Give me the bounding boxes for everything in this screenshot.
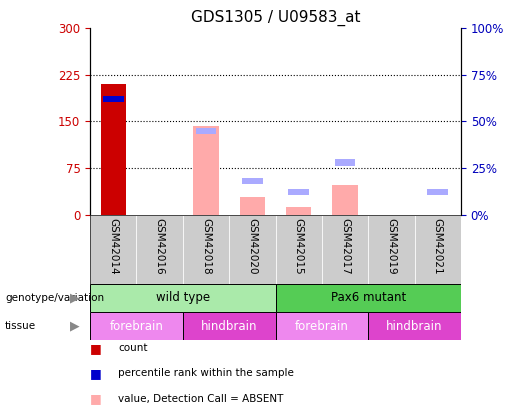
Text: GSM42020: GSM42020 <box>247 218 258 275</box>
Text: ▶: ▶ <box>70 291 80 304</box>
Text: Pax6 mutant: Pax6 mutant <box>331 291 406 304</box>
Bar <box>276 312 368 340</box>
Text: GSM42014: GSM42014 <box>108 218 118 275</box>
Text: GSM42018: GSM42018 <box>201 218 211 275</box>
Bar <box>183 312 276 340</box>
Text: GSM42016: GSM42016 <box>154 218 165 275</box>
Text: value, Detection Call = ABSENT: value, Detection Call = ABSENT <box>118 394 284 403</box>
Bar <box>90 284 276 312</box>
Bar <box>183 215 229 284</box>
Bar <box>335 160 355 166</box>
Text: GSM42021: GSM42021 <box>433 218 443 275</box>
Bar <box>427 189 448 195</box>
Text: hindbrain: hindbrain <box>386 320 443 333</box>
Bar <box>100 84 126 215</box>
Text: hindbrain: hindbrain <box>201 320 258 333</box>
Bar <box>332 185 358 215</box>
Text: ■: ■ <box>90 392 102 405</box>
Bar <box>229 215 276 284</box>
Bar <box>368 312 461 340</box>
Bar <box>368 215 415 284</box>
Text: ▶: ▶ <box>70 320 80 333</box>
Text: count: count <box>118 343 148 353</box>
Bar <box>90 312 183 340</box>
Text: ■: ■ <box>90 367 102 380</box>
Text: percentile rank within the sample: percentile rank within the sample <box>118 369 295 378</box>
Text: tissue: tissue <box>5 321 36 331</box>
Text: wild type: wild type <box>156 291 210 304</box>
Bar <box>288 189 309 195</box>
Text: genotype/variation: genotype/variation <box>5 293 104 303</box>
Text: forebrain: forebrain <box>110 320 163 333</box>
Bar <box>90 215 136 284</box>
Bar <box>103 96 124 102</box>
Text: GSM42019: GSM42019 <box>386 218 397 275</box>
Bar <box>286 207 312 215</box>
Bar <box>196 128 216 134</box>
Text: GSM42015: GSM42015 <box>294 218 304 275</box>
Text: GSM42017: GSM42017 <box>340 218 350 275</box>
Bar <box>242 178 263 184</box>
Text: ■: ■ <box>90 342 102 355</box>
Bar <box>136 215 183 284</box>
Bar <box>276 215 322 284</box>
Bar <box>322 215 368 284</box>
Bar <box>276 284 461 312</box>
Bar <box>239 197 265 215</box>
Bar <box>193 126 219 215</box>
Title: GDS1305 / U09583_at: GDS1305 / U09583_at <box>191 9 360 26</box>
Bar <box>415 215 461 284</box>
Text: forebrain: forebrain <box>295 320 349 333</box>
